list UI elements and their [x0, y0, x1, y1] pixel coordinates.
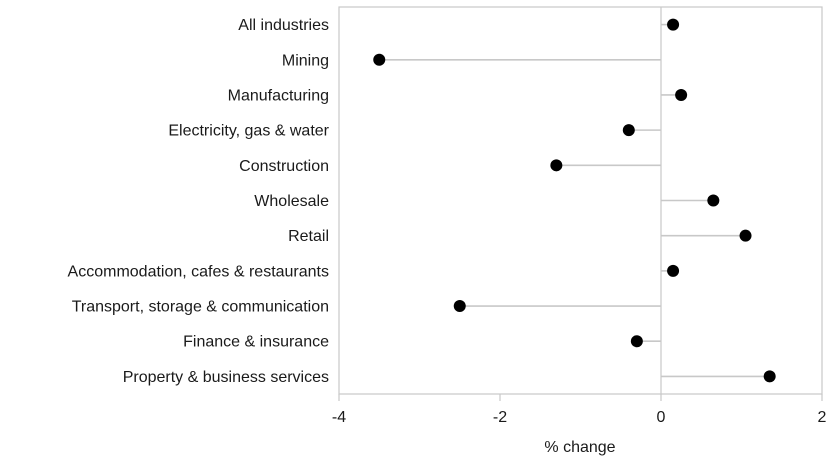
category-label-7: Accommodation, cafes & restaurants	[68, 263, 329, 280]
stems-group	[379, 23, 770, 378]
x-axis-title: % change	[544, 439, 615, 456]
x-tick-label-1: -2	[493, 409, 507, 426]
category-label-1: Mining	[282, 52, 329, 69]
data-point-0	[667, 18, 680, 31]
data-point-9	[630, 335, 643, 348]
category-label-8: Transport, storage & communication	[72, 299, 329, 316]
data-point-5	[707, 194, 720, 207]
x-tick-label-2: 0	[657, 409, 666, 426]
category-labels: All industries Mining Manufacturing Electri…	[68, 17, 330, 386]
category-label-10: Property & business services	[123, 369, 329, 386]
category-label-9: Finance & insurance	[183, 334, 329, 351]
data-point-7	[667, 264, 680, 277]
category-label-5: Wholesale	[254, 193, 329, 210]
plot-frame	[338, 6, 823, 395]
x-axis-ticks: -4 -2 0 2	[332, 394, 827, 426]
points-group	[373, 18, 776, 383]
category-label-2: Manufacturing	[228, 87, 329, 104]
data-point-1	[373, 53, 386, 66]
category-label-4: Construction	[239, 158, 329, 175]
category-label-0: All industries	[238, 17, 329, 34]
x-tick-label-3: 2	[818, 409, 827, 426]
data-point-10	[763, 370, 776, 383]
data-point-3	[622, 124, 635, 137]
data-point-8	[453, 300, 466, 313]
category-label-6: Retail	[288, 228, 329, 245]
data-point-6	[739, 229, 752, 242]
category-label-3: Electricity, gas & water	[168, 123, 329, 140]
data-point-4	[550, 159, 563, 172]
x-tick-label-0: -4	[332, 409, 346, 426]
data-point-2	[675, 88, 688, 101]
